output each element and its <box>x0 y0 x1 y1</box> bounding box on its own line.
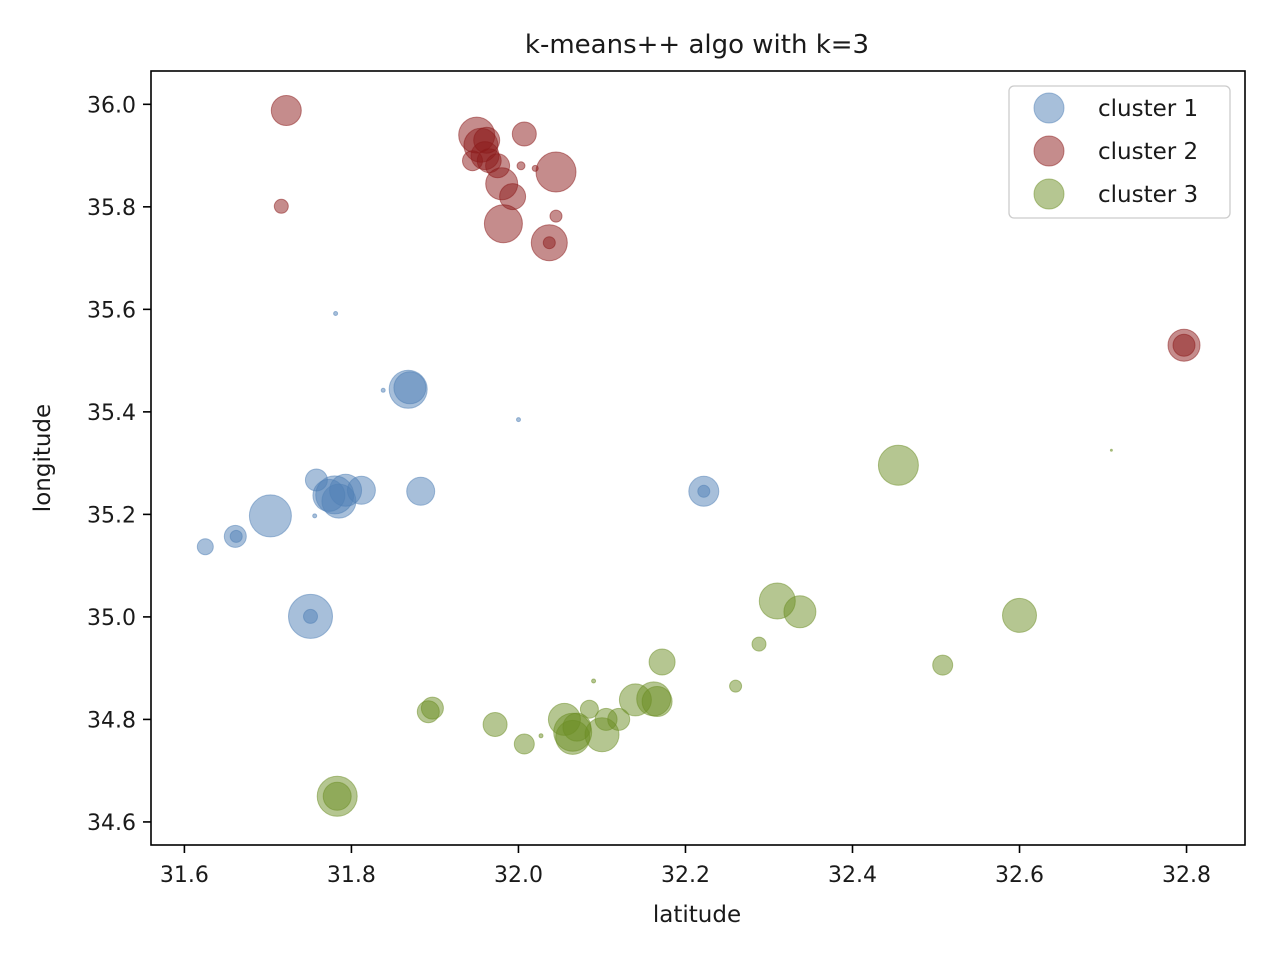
x-axis-label: latitude <box>653 902 741 928</box>
x-tick-label: 31.8 <box>327 863 376 888</box>
cluster-2-point-2 <box>273 198 289 214</box>
cluster-3-point-19 <box>648 648 676 676</box>
x-tick-label: 32.6 <box>995 863 1044 888</box>
cluster-3-point-12 <box>579 699 599 719</box>
cluster-1-point-21 <box>697 484 711 498</box>
y-axis-label: longitude <box>30 404 56 512</box>
x-tick-label: 31.6 <box>160 863 209 888</box>
cluster-1-point-1 <box>196 538 214 556</box>
cluster-1-point-3 <box>229 529 243 543</box>
cluster-3-point-5 <box>482 712 508 737</box>
cluster-1-point-19 <box>516 417 521 423</box>
cluster-1-point-18 <box>406 476 436 506</box>
cluster-3-point-26 <box>932 654 954 676</box>
x-tick-label: 32.2 <box>661 863 710 888</box>
cluster-3-point-28 <box>1109 448 1113 452</box>
y-tick-label: 35.0 <box>87 606 136 631</box>
legend-label-cluster-3: cluster 3 <box>1098 182 1198 208</box>
y-tick-label: 35.6 <box>87 298 136 323</box>
y-tick-label: 35.2 <box>87 503 136 528</box>
cluster-3-point-4 <box>420 696 444 720</box>
y-tick-label: 36.0 <box>87 93 136 118</box>
legend-label-cluster-1: cluster 1 <box>1098 96 1198 122</box>
cluster-1-point-4 <box>248 494 292 538</box>
y-axis: 34.6 34.8 35.0 35.2 35.4 35.6 35.8 36.0 <box>87 93 151 836</box>
cluster-2-point-1 <box>270 95 302 126</box>
cluster-2-point-18 <box>516 161 526 171</box>
legend-box <box>1008 85 1231 219</box>
legend-marker-cluster-3 <box>1033 178 1065 210</box>
y-tick-label: 34.8 <box>87 708 136 733</box>
cluster-2-point-17 <box>549 209 563 223</box>
legend-label-cluster-2: cluster 2 <box>1098 139 1198 165</box>
cluster-2-point-7 <box>462 150 483 172</box>
x-axis: 31.6 31.8 32.0 32.2 32.4 32.6 32.8 <box>160 845 1211 888</box>
cluster-3-point-7 <box>538 733 544 739</box>
legend: cluster 1 cluster 2 cluster 3 <box>1008 85 1231 219</box>
cluster-3-point-6 <box>513 733 535 755</box>
cluster-1-point-15 <box>380 387 386 393</box>
cluster-2-point-16 <box>542 236 556 250</box>
cluster-1-point-13 <box>346 475 376 505</box>
cluster-1-point-17 <box>393 371 427 405</box>
cluster-2-point-19 <box>531 164 539 172</box>
cluster-2-point-12 <box>483 204 523 244</box>
cluster-3-point-25 <box>877 444 919 486</box>
x-tick-label: 32.4 <box>828 863 877 888</box>
legend-marker-cluster-1 <box>1033 92 1065 124</box>
cluster-3-point-27 <box>1002 597 1037 633</box>
cluster-2-point-9 <box>473 126 501 154</box>
data-points <box>196 95 1201 817</box>
cluster-2-point-13 <box>511 121 537 147</box>
y-tick-label: 35.8 <box>87 196 136 221</box>
chart-title: k-means++ algo with k=3 <box>525 30 869 60</box>
legend-marker-cluster-2 <box>1033 135 1065 167</box>
cluster-3-point-2 <box>322 781 352 811</box>
cluster-3-point-20 <box>591 678 597 684</box>
cluster-1-point-9 <box>333 311 339 316</box>
cluster-3-point-22 <box>751 636 767 652</box>
cluster-3-point-24 <box>783 595 817 629</box>
x-tick-label: 32.0 <box>494 863 543 888</box>
cluster-2-point-14 <box>535 151 577 193</box>
cluster-3-point-18 <box>641 686 673 717</box>
cluster-3-point-15 <box>607 707 631 731</box>
y-tick-label: 35.4 <box>87 401 136 426</box>
cluster-3-point-21 <box>729 679 743 693</box>
y-tick-label: 34.6 <box>87 811 136 836</box>
plot-area <box>150 70 1246 846</box>
x-tick-label: 32.8 <box>1162 863 1211 888</box>
cluster-2-point-21 <box>1172 333 1196 357</box>
cluster-1-point-8 <box>312 513 318 519</box>
cluster-1-point-14 <box>312 478 346 512</box>
cluster-1-point-6 <box>303 608 318 624</box>
